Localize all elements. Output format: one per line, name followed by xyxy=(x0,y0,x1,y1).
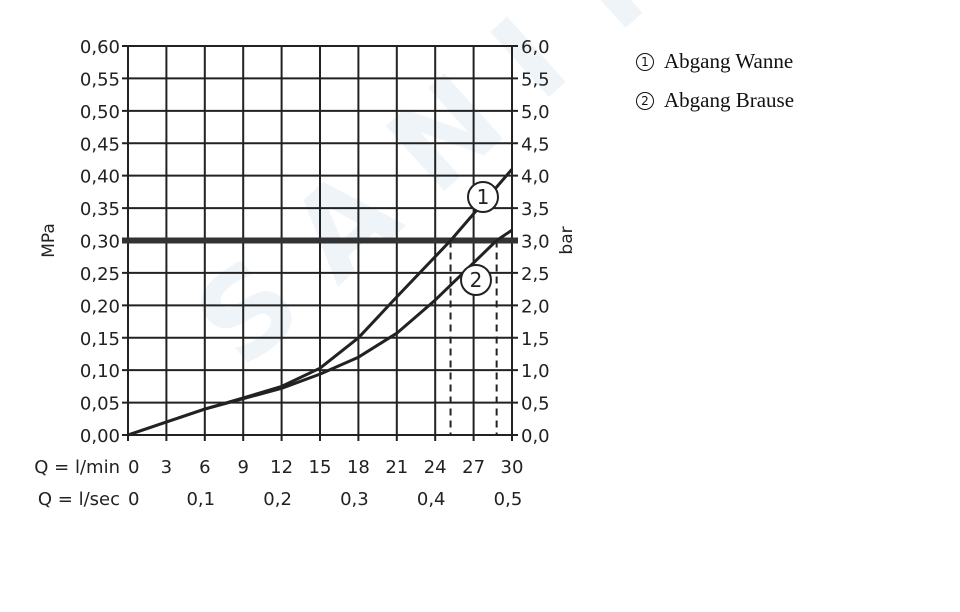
y-tick-label-left: 0,00 xyxy=(80,426,120,447)
series-marker-circle xyxy=(460,264,492,296)
y-tick-label-right: 6,0 xyxy=(521,37,550,58)
series-marker-circle xyxy=(467,181,499,213)
x-tick-label: 0 xyxy=(128,457,139,478)
y-tick-label-left: 0,40 xyxy=(80,167,120,188)
x-tick-label: 6 xyxy=(199,457,210,478)
x-tick-label: 12 xyxy=(270,457,293,478)
legend-label: Abgang Wanne xyxy=(664,49,794,73)
y-tick-label-right: 5,5 xyxy=(521,69,550,90)
legend-number: 1 xyxy=(636,52,654,71)
y-tick-label-right: 0,5 xyxy=(521,394,550,415)
x-tick-label: 0,5 xyxy=(494,489,523,510)
x-tick-label: 0,4 xyxy=(417,489,446,510)
y-tick-label-right: 2,0 xyxy=(521,296,550,317)
series-marker-label: 2 xyxy=(470,268,483,292)
x-tick-label: 3 xyxy=(161,457,172,478)
y-tick-label-left: 0,60 xyxy=(80,37,120,58)
series-marker-label: 1 xyxy=(477,185,490,209)
x-tick-label: 0,3 xyxy=(340,489,369,510)
y-tick-label-right: 3,0 xyxy=(521,232,550,253)
y-tick-label-right: 1,5 xyxy=(521,329,550,350)
legend-label: Abgang Brause xyxy=(664,88,795,112)
legend-number: 2 xyxy=(636,91,654,110)
y-tick-label-right: 1,0 xyxy=(521,361,550,382)
y-tick-label-left: 0,20 xyxy=(80,296,120,317)
x-tick-label: 0 xyxy=(128,489,139,510)
y-tick-label-right: 5,0 xyxy=(521,102,550,123)
y-tick-label-left: 0,35 xyxy=(80,199,120,220)
legend-item-1: 1 Abgang Wanne xyxy=(636,42,794,81)
series-line-2 xyxy=(127,228,513,437)
x-tick-label: 27 xyxy=(462,457,485,478)
x-tick-label: 15 xyxy=(309,457,332,478)
x-tick-label: 0,1 xyxy=(186,489,215,510)
legend-item-2: 2 Abgang Brause xyxy=(636,81,794,120)
y-axis-title-left: MPa xyxy=(39,223,59,258)
x-tick-label: 24 xyxy=(424,457,447,478)
y-tick-label-right: 2,5 xyxy=(521,264,550,285)
y-tick-label-right: 3,5 xyxy=(521,199,550,220)
x-tick-label: 9 xyxy=(237,457,248,478)
x-axis-title: Q = l/min xyxy=(34,457,120,478)
x-tick-label: 21 xyxy=(385,457,408,478)
y-tick-label-left: 0,45 xyxy=(80,134,120,155)
x-axis-title: Q = l/sec xyxy=(38,489,120,510)
y-tick-label-left: 0,55 xyxy=(80,69,120,90)
y-tick-label-left: 0,10 xyxy=(80,361,120,382)
y-tick-label-left: 0,15 xyxy=(80,329,120,350)
y-tick-label-right: 4,0 xyxy=(521,167,550,188)
x-tick-label: 30 xyxy=(501,457,524,478)
y-tick-label-left: 0,25 xyxy=(80,264,120,285)
y-tick-label-left: 0,50 xyxy=(80,102,120,123)
legend: 1 Abgang Wanne 2 Abgang Brause xyxy=(636,42,794,120)
y-tick-label-left: 0,05 xyxy=(80,394,120,415)
x-tick-label: 18 xyxy=(347,457,370,478)
y-tick-label-right: 4,5 xyxy=(521,134,550,155)
y-tick-label-right: 0,0 xyxy=(521,426,550,447)
y-axis-title-right: bar xyxy=(557,226,577,254)
x-tick-label: 0,2 xyxy=(263,489,292,510)
y-tick-label-left: 0,30 xyxy=(80,232,120,253)
